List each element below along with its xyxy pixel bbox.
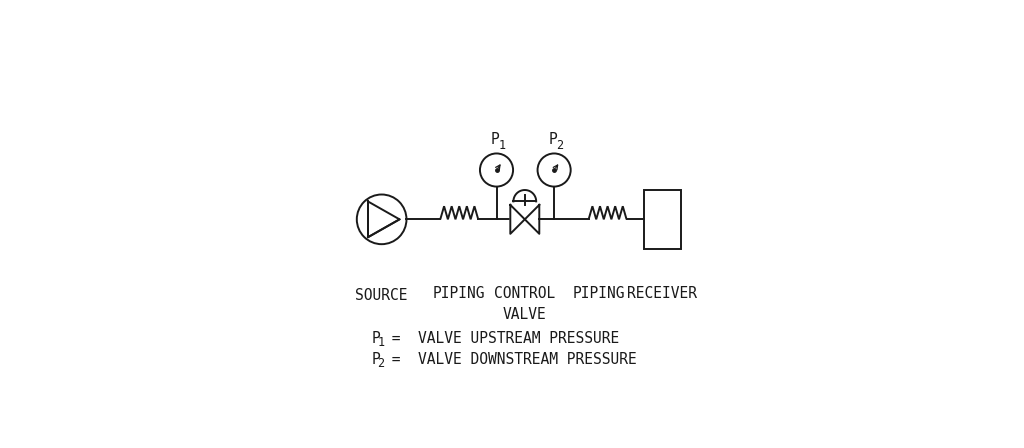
Text: P: P	[372, 352, 380, 366]
Text: RECEIVER: RECEIVER	[628, 286, 697, 301]
Text: PIPING: PIPING	[572, 286, 625, 301]
Text: 2: 2	[377, 357, 384, 370]
Text: P: P	[549, 132, 557, 147]
Text: P: P	[372, 331, 380, 346]
Text: VALVE: VALVE	[503, 307, 547, 322]
Text: 1: 1	[499, 139, 506, 152]
Text: 1: 1	[377, 336, 384, 349]
Text: PIPING: PIPING	[433, 286, 485, 301]
Text: P: P	[492, 132, 500, 147]
Text: SOURCE: SOURCE	[355, 288, 408, 303]
Text: =  VALVE UPSTREAM PRESSURE: = VALVE UPSTREAM PRESSURE	[383, 331, 618, 346]
Text: CONTROL: CONTROL	[495, 286, 555, 301]
Polygon shape	[524, 205, 540, 234]
Text: =  VALVE DOWNSTREAM PRESSURE: = VALVE DOWNSTREAM PRESSURE	[383, 352, 637, 366]
Bar	[644, 190, 681, 249]
Text: 2: 2	[556, 139, 563, 152]
Polygon shape	[510, 205, 524, 234]
